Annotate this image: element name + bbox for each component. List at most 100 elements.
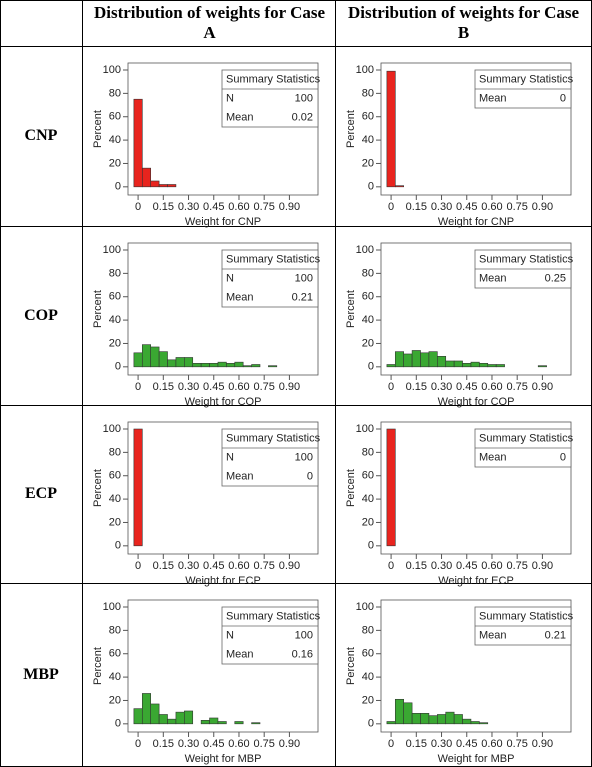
stats-box bbox=[221, 428, 319, 487]
histogram-chart: 0 20 40 60 80 100 0 0.15 0.30 0.45 0.60 0.75 0.90 Wei… bbox=[92, 599, 321, 765]
column-header: Distribution of weights for Case B bbox=[347, 3, 580, 42]
y-tick-label: 0 bbox=[368, 361, 374, 373]
stats-value: 100 bbox=[295, 272, 313, 284]
bar bbox=[175, 357, 185, 368]
x-tick-label: 0.60 bbox=[481, 381, 502, 393]
x-tick-label: 0.15 bbox=[153, 381, 174, 393]
y-tick-label: 0 bbox=[368, 718, 374, 730]
x-tick-label: 0.60 bbox=[228, 381, 249, 393]
y-tick-label: 20 bbox=[362, 694, 374, 706]
x-tick-label: 0.90 bbox=[532, 381, 553, 393]
row-label: CNP bbox=[24, 127, 58, 144]
x-tick-label: 0.90 bbox=[279, 201, 300, 213]
y-tick-label: 40 bbox=[362, 134, 374, 146]
bar bbox=[234, 361, 244, 368]
stats-title: Summary Statistics bbox=[226, 73, 321, 85]
x-tick-label: 0.45 bbox=[456, 381, 477, 393]
stats-box bbox=[221, 606, 319, 665]
bar bbox=[226, 363, 236, 368]
row-label: MBP bbox=[23, 666, 59, 683]
bar bbox=[209, 717, 219, 725]
y-tick-label: 80 bbox=[109, 87, 121, 99]
bar bbox=[133, 428, 143, 547]
bar bbox=[462, 718, 472, 725]
histogram-chart: 0 20 40 60 80 100 0 0.15 0.30 0.45 0.60 0.75 0.90 Wei… bbox=[345, 421, 574, 587]
y-tick-label: 40 bbox=[109, 314, 121, 326]
bar bbox=[428, 351, 438, 368]
stats-title: Summary Statistics bbox=[479, 73, 574, 85]
bar bbox=[133, 708, 143, 725]
stats-value: 0 bbox=[560, 92, 566, 104]
y-tick-label: 60 bbox=[362, 291, 374, 303]
x-tick-label: 0 bbox=[388, 381, 394, 393]
stats-label: Mean bbox=[226, 470, 254, 482]
x-tick-label: 0.30 bbox=[178, 738, 199, 750]
x-tick-label: 0.60 bbox=[481, 201, 502, 213]
stats-label: Mean bbox=[226, 291, 254, 303]
x-tick-label: 0.60 bbox=[481, 560, 502, 572]
x-tick-label: 0.60 bbox=[228, 560, 249, 572]
plot-frame bbox=[127, 62, 319, 196]
bar bbox=[184, 710, 194, 725]
bar bbox=[386, 364, 396, 368]
y-tick-label: 20 bbox=[362, 516, 374, 528]
bar bbox=[150, 180, 160, 188]
y-tick-label: 100 bbox=[103, 601, 121, 613]
y-tick-label: 80 bbox=[109, 624, 121, 636]
x-axis-label: Weight for COP bbox=[185, 396, 262, 408]
bar bbox=[394, 185, 404, 188]
x-tick-label: 0.90 bbox=[279, 738, 300, 750]
x-tick-label: 0.45 bbox=[203, 560, 224, 572]
y-tick-label: 80 bbox=[109, 446, 121, 458]
y-tick-label: 20 bbox=[362, 337, 374, 349]
bar bbox=[209, 363, 219, 368]
x-tick-label: 0.30 bbox=[431, 381, 452, 393]
x-tick-label: 0.45 bbox=[203, 201, 224, 213]
plot-frame bbox=[380, 421, 572, 555]
x-axis-label: Weight for ECP bbox=[185, 575, 261, 587]
x-tick-label: 0.30 bbox=[178, 560, 199, 572]
y-tick-label: 40 bbox=[109, 671, 121, 683]
bar bbox=[150, 346, 160, 368]
y-tick-label: 60 bbox=[109, 470, 121, 482]
bar bbox=[411, 350, 421, 368]
bar bbox=[487, 364, 497, 368]
stats-value: 100 bbox=[295, 92, 313, 104]
bar bbox=[470, 721, 480, 725]
stats-value: 0 bbox=[307, 470, 313, 482]
y-tick-label: 40 bbox=[109, 493, 121, 505]
x-tick-label: 0.60 bbox=[481, 738, 502, 750]
stats-value: 0 bbox=[560, 451, 566, 463]
x-tick-label: 0.60 bbox=[228, 738, 249, 750]
stats-label: Mean bbox=[479, 92, 507, 104]
y-tick-label: 80 bbox=[362, 624, 374, 636]
y-tick-label: 0 bbox=[115, 718, 121, 730]
stats-label: N bbox=[226, 92, 234, 104]
stats-value: 0.21 bbox=[545, 629, 566, 641]
x-tick-label: 0.90 bbox=[532, 738, 553, 750]
bar bbox=[158, 184, 168, 188]
stats-label: Mean bbox=[479, 272, 507, 284]
plot-frame bbox=[127, 599, 319, 733]
y-tick-label: 20 bbox=[109, 516, 121, 528]
bar bbox=[394, 698, 404, 725]
stats-label: Mean bbox=[226, 648, 254, 660]
y-tick-label: 100 bbox=[103, 244, 121, 256]
stats-title: Summary Statistics bbox=[226, 253, 321, 265]
y-axis-label: Percent bbox=[92, 469, 104, 507]
y-tick-label: 0 bbox=[368, 540, 374, 552]
x-tick-label: 0.75 bbox=[506, 560, 527, 572]
x-tick-label: 0.15 bbox=[406, 738, 427, 750]
y-tick-label: 20 bbox=[109, 337, 121, 349]
x-axis-label: Weight for CNP bbox=[438, 216, 514, 228]
x-tick-label: 0.45 bbox=[456, 201, 477, 213]
bar bbox=[200, 363, 210, 368]
y-tick-label: 100 bbox=[103, 423, 121, 435]
y-tick-label: 60 bbox=[109, 648, 121, 660]
y-tick-label: 20 bbox=[109, 694, 121, 706]
y-axis-label: Percent bbox=[345, 110, 357, 148]
bar bbox=[251, 722, 261, 725]
stats-value: 100 bbox=[295, 451, 313, 463]
